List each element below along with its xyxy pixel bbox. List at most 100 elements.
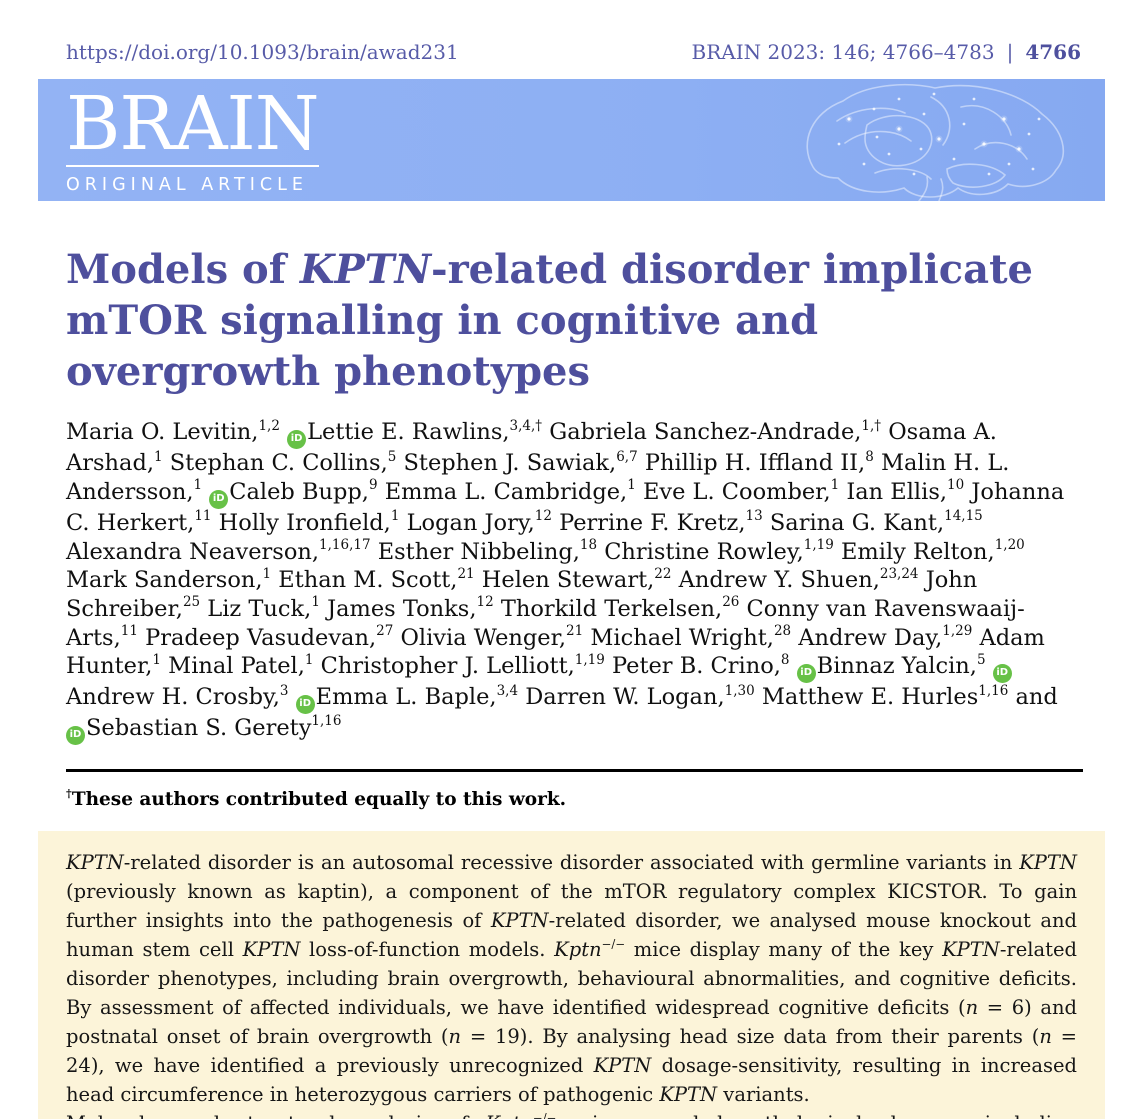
- author-name: Ian Ellis,: [846, 478, 948, 505]
- author-name: Sebastian S. Gerety: [86, 715, 312, 742]
- author-name: Caleb Bupp,: [229, 478, 369, 505]
- author-name: James Tonks,: [327, 595, 477, 622]
- author-affiliation-sup: 6,7: [616, 448, 638, 465]
- author-affiliation-sup: 1,16,17: [319, 536, 371, 553]
- journal-banner: BRAIN ORIGINAL ARTICLE: [38, 79, 1105, 201]
- author-affiliation-sup: 25: [182, 594, 201, 611]
- author-affiliation-sup: 26: [722, 594, 740, 611]
- author-name: Emily Relton,: [840, 538, 995, 565]
- author-affiliation-sup: 1,30: [724, 682, 755, 699]
- author-name: Christine Rowley,: [604, 538, 804, 565]
- footnote-text: These authors contributed equally to thi…: [71, 788, 567, 810]
- orcid-icon[interactable]: iD: [66, 725, 85, 745]
- author-affiliation-sup: 11: [194, 508, 212, 525]
- divider-rule: [66, 768, 1083, 772]
- author-affiliation-sup: 28: [773, 623, 792, 639]
- banner-logo-block: BRAIN ORIGINAL ARTICLE: [66, 86, 320, 196]
- abstract-box: KPTN-related disorder is an autosomal re…: [38, 830, 1105, 1119]
- author-name: Gabriela Sanchez-Andrade,: [549, 419, 862, 446]
- author-name: Christopher J. Lelliott,: [320, 653, 575, 680]
- author-affiliation-sup: 1,16: [978, 682, 1009, 699]
- author-name: Sarina G. Kant,: [769, 509, 945, 536]
- journal-citation: BRAIN 2023: 146; 4766–4783 | 4766: [692, 40, 1081, 64]
- orcid-icon[interactable]: iD: [992, 664, 1012, 684]
- article-title: Models of KPTN-related disorder implicat…: [66, 246, 1033, 395]
- author-name: Esther Nibbeling,: [377, 538, 580, 565]
- author-name: Maria O. Levitin,: [66, 419, 259, 446]
- brain-illustration: [806, 83, 1065, 201]
- author-affiliation-sup: 1: [627, 477, 636, 494]
- author-affiliation-sup: 21: [457, 565, 475, 582]
- citation-text: BRAIN 2023: 146; 4766–4783: [691, 40, 995, 64]
- orcid-icon[interactable]: iD: [287, 430, 307, 450]
- abstract-text: KPTN-related disorder is an autosomal re…: [66, 848, 1077, 1119]
- author-name: Stephen J. Sawiak,: [403, 450, 617, 477]
- author-affiliation-sup: 1: [304, 651, 314, 668]
- author-name: Phillip H. Iffland II,: [644, 450, 866, 477]
- abstract-paragraph: Molecular and structural analysis of Kpt…: [66, 1110, 1077, 1119]
- author-name: Ethan M. Scott,: [278, 567, 458, 594]
- author-affiliation-sup: 1,19: [574, 651, 605, 668]
- orcid-icon[interactable]: iD: [295, 695, 315, 715]
- author-affiliation-sup: 1,2: [258, 417, 280, 434]
- article-type-label: ORIGINAL ARTICLE: [66, 175, 308, 196]
- author-name: Mark Sanderson,: [66, 567, 263, 594]
- author-name: Michael Wright,: [590, 624, 774, 651]
- author-name: Osama A. Arshad,: [66, 419, 997, 477]
- author-name: Matthew E. Hurles: [761, 684, 979, 711]
- author-name: Olivia Wenger,: [400, 624, 567, 651]
- author-name: Peter B. Crino,: [612, 653, 781, 680]
- author-name: Eve L. Coomber,: [642, 478, 831, 505]
- author-affiliation-sup: 13: [745, 508, 763, 525]
- doi-link[interactable]: https://doi.org/10.1093/brain/awad231: [66, 40, 459, 64]
- author-affiliation-sup: 14,15: [944, 508, 983, 525]
- author-affiliation-sup: 1: [193, 477, 203, 494]
- orcid-icon[interactable]: iD: [209, 489, 229, 509]
- orcid-icon[interactable]: iD: [796, 664, 816, 684]
- author-name: Emma L. Baple,: [315, 684, 497, 711]
- author-affiliation-sup: 1,16: [311, 713, 342, 730]
- author-name: Logan Jory,: [406, 509, 535, 536]
- author-name: Adam Hunter,: [66, 624, 1045, 680]
- author-affiliation-sup: 12: [476, 594, 494, 611]
- author-name: Minal Patel,: [168, 653, 305, 680]
- author-name: Alexandra Neaverson,: [66, 538, 320, 565]
- equal-contribution-footnote: †These authors contributed equally to th…: [66, 786, 1083, 810]
- author-name: Malin H. L. Andersson,: [66, 450, 1010, 505]
- abstract-paragraph: KPTN-related disorder is an autosomal re…: [66, 850, 1078, 1107]
- author-affiliation-sup: 1,†: [861, 417, 882, 434]
- author-name: Pradeep Vasudevan,: [145, 624, 377, 651]
- author-affiliation-sup: 9: [368, 477, 378, 494]
- author-affiliation-sup: 8: [780, 651, 790, 668]
- page-number: 4766: [1025, 40, 1081, 64]
- author-prefix: and: [1015, 684, 1058, 711]
- author-affiliation-sup: 3,4: [496, 682, 519, 699]
- footnote-marker: †: [66, 786, 72, 800]
- author-list: Maria O. Levitin,1,2 iD Lettie E. Rawlins…: [66, 418, 1083, 745]
- author-affiliation-sup: 12: [534, 508, 552, 525]
- author-name: Andrew H. Crosby,: [66, 684, 280, 711]
- author-affiliation-sup: 5: [976, 651, 986, 668]
- author-name: Holly Ironfield,: [218, 509, 391, 536]
- author-affiliation-sup: 3,4,†: [509, 417, 543, 434]
- citation-separator: |: [1006, 40, 1014, 64]
- author-affiliation-sup: 3: [279, 682, 289, 699]
- author-affiliation-sup: 5: [387, 448, 397, 465]
- author-name: Liz Tuck,: [207, 595, 312, 622]
- author-name: Lettie E. Rawlins,: [307, 419, 510, 446]
- author-affiliation-sup: 1,19: [803, 536, 834, 553]
- author-affiliation-sup: 1: [262, 565, 272, 582]
- author-affiliation-sup: 1: [154, 448, 163, 465]
- author-name: Conny van Ravenswaaij-Arts,: [66, 595, 1025, 651]
- author-affiliation-sup: 1: [152, 651, 161, 668]
- author-name: Perrine F. Kretz,: [559, 509, 746, 536]
- page-header: https://doi.org/10.1093/brain/awad231 BR…: [0, 0, 1143, 64]
- author-name: Helen Stewart,: [481, 567, 655, 594]
- author-name: Thorkild Terkelsen,: [500, 595, 723, 622]
- author-affiliation-sup: 22: [654, 565, 672, 582]
- author-name: Stephan C. Collins,: [169, 450, 388, 477]
- author-name: John Schreiber,: [66, 567, 978, 622]
- author-name: Binnaz Yalcin,: [816, 653, 977, 680]
- author-name: Darren W. Logan,: [525, 684, 725, 711]
- article-head: Models of KPTN-related disorder implicat…: [0, 245, 1143, 810]
